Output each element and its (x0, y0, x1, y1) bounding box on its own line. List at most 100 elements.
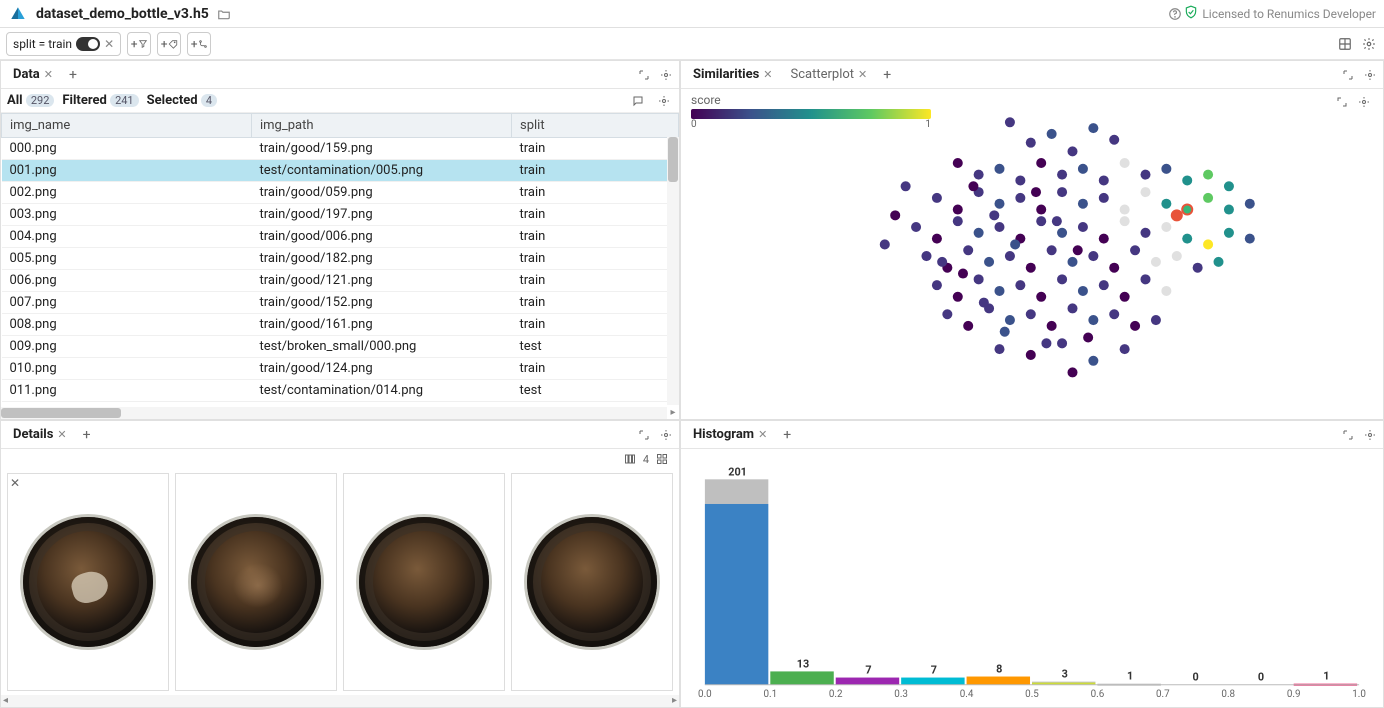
histogram-bar[interactable] (770, 671, 833, 684)
scatter-point[interactable] (1161, 199, 1171, 209)
chat-icon[interactable] (629, 92, 647, 110)
scatter-point[interactable] (942, 309, 952, 319)
scatter-point[interactable] (974, 170, 984, 180)
tab-histogram[interactable]: Histogram✕ (685, 424, 775, 445)
scatter-point[interactable] (974, 228, 984, 238)
table-row[interactable]: 001.pngtest/contamination/005.pngtrain (2, 160, 679, 182)
table-row[interactable]: 006.pngtrain/good/121.pngtrain (2, 270, 679, 292)
scatter-point[interactable] (1010, 239, 1020, 249)
scatter-point[interactable] (880, 239, 890, 249)
details-scrollbar[interactable]: ◂▸ (1, 695, 679, 707)
table-row[interactable]: 003.pngtrain/good/197.pngtrain (2, 204, 679, 226)
scatter-point[interactable] (1120, 216, 1130, 226)
scatter-point[interactable] (1109, 263, 1119, 273)
layout-icon[interactable] (1336, 35, 1354, 53)
columns-icon[interactable] (621, 450, 639, 468)
column-header[interactable]: split (512, 114, 679, 138)
scatter-point[interactable] (1057, 187, 1067, 197)
scatter-point[interactable] (953, 216, 963, 226)
scatter-point[interactable] (1161, 286, 1171, 296)
close-icon[interactable]: ✕ (104, 37, 114, 51)
scatter-point[interactable] (1015, 280, 1025, 290)
expand-icon[interactable] (635, 66, 653, 84)
add-filter-button[interactable]: + (127, 32, 151, 56)
scatter-point[interactable] (1245, 234, 1255, 244)
scatter-point[interactable] (1000, 327, 1010, 337)
scatter-point[interactable] (994, 164, 1004, 174)
scatter-point[interactable] (1057, 228, 1067, 238)
thumbnail-card[interactable] (175, 473, 337, 691)
scatter-point[interactable] (1057, 274, 1067, 284)
scatter-point[interactable] (1088, 251, 1098, 261)
expand-icon[interactable] (635, 426, 653, 444)
table-row[interactable]: 008.pngtrain/good/161.pngtrain (2, 314, 679, 336)
scatter-point[interactable] (937, 257, 947, 267)
expand-icon[interactable] (1339, 426, 1357, 444)
scatter-plot[interactable] (681, 89, 1383, 410)
scatter-point[interactable] (1031, 187, 1041, 197)
add-code-button[interactable]: + (187, 32, 211, 56)
panel-settings-icon[interactable] (657, 426, 675, 444)
panel-settings-icon[interactable] (1361, 426, 1379, 444)
scatter-point[interactable] (1224, 181, 1234, 191)
scatter-point[interactable] (1140, 170, 1150, 180)
scatter-point[interactable] (901, 181, 911, 191)
table-settings-icon[interactable] (655, 92, 673, 110)
table-row[interactable]: 009.pngtest/broken_small/000.pngtest (2, 336, 679, 358)
scatter-point[interactable] (1036, 158, 1046, 168)
scatter-point[interactable] (1120, 158, 1130, 168)
scatter-point[interactable] (994, 222, 1004, 232)
scatter-point[interactable] (1088, 356, 1098, 366)
vertical-scrollbar[interactable] (667, 137, 679, 405)
scatter-point[interactable] (968, 181, 978, 191)
scatter-point[interactable] (1099, 280, 1109, 290)
scatter-point[interactable] (1182, 234, 1192, 244)
tab-scatterplot[interactable]: Scatterplot✕ (783, 64, 876, 85)
scatter-point[interactable] (1109, 309, 1119, 319)
scatter-point[interactable] (1182, 175, 1192, 185)
panel-settings-icon[interactable] (1361, 66, 1379, 84)
filter-chip-split[interactable]: split = train ✕ (6, 32, 121, 56)
scatter-point[interactable] (1083, 332, 1093, 342)
scatter-point[interactable] (1140, 187, 1150, 197)
scatter-point[interactable] (1203, 193, 1213, 203)
scatter-point[interactable] (1161, 222, 1171, 232)
add-tab-button[interactable]: + (777, 425, 797, 445)
scatter-point[interactable] (953, 158, 963, 168)
column-header[interactable]: img_path (252, 114, 512, 138)
scatter-point[interactable] (1067, 146, 1077, 156)
scatter-point[interactable] (1026, 309, 1036, 319)
close-icon[interactable]: ✕ (10, 476, 20, 490)
close-icon[interactable]: ✕ (57, 428, 66, 441)
scatter-point[interactable] (1120, 344, 1130, 354)
scatter-point[interactable] (1151, 257, 1161, 267)
scatter-point[interactable] (1151, 315, 1161, 325)
scatter-point[interactable] (1026, 138, 1036, 148)
scatter-point[interactable] (1052, 216, 1062, 226)
scatter-point[interactable] (1047, 245, 1057, 255)
scatter-point[interactable] (984, 257, 994, 267)
tab-similarities[interactable]: Similarities✕ (685, 64, 781, 85)
add-tag-button[interactable]: + (157, 32, 181, 56)
horizontal-scrollbar[interactable]: ▸ (1, 407, 667, 419)
close-icon[interactable]: ✕ (44, 68, 53, 81)
histogram-bar[interactable] (967, 677, 1030, 685)
scatter-point[interactable] (989, 210, 999, 220)
scatter-point[interactable] (994, 344, 1004, 354)
scatter-point[interactable] (1224, 205, 1234, 215)
scatter-point[interactable] (1088, 123, 1098, 133)
scatter-point[interactable] (890, 210, 900, 220)
scatter-point[interactable] (1161, 164, 1171, 174)
scatter-point[interactable] (1140, 274, 1150, 284)
histogram-bar[interactable] (836, 678, 899, 685)
open-folder-icon[interactable] (215, 5, 233, 23)
scatter-point[interactable] (1078, 199, 1088, 209)
scatter-point[interactable] (1078, 222, 1088, 232)
scatter-point[interactable] (1067, 367, 1077, 377)
scatter-point[interactable] (1005, 315, 1015, 325)
scatter-point[interactable] (979, 298, 989, 308)
data-table[interactable]: img_nameimg_pathsplit 000.pngtrain/good/… (1, 113, 679, 402)
scatter-point[interactable] (1047, 321, 1057, 331)
table-row[interactable]: 000.pngtrain/good/159.pngtrain (2, 138, 679, 160)
scatter-point[interactable] (1005, 117, 1015, 127)
